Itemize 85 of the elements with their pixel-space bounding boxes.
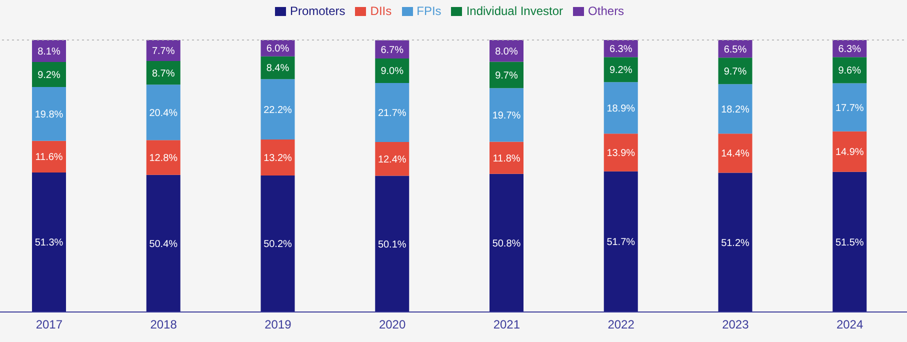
bar [32, 87, 66, 141]
x-tick-label: 2020 [378, 318, 406, 332]
data-label: 18.2% [721, 104, 750, 116]
bar [32, 172, 66, 312]
bar [832, 131, 867, 172]
bar [490, 62, 524, 88]
bar [146, 174, 180, 312]
bar [832, 172, 867, 312]
bar [490, 142, 524, 174]
data-label: 9.7% [495, 70, 518, 82]
legend-label: FPIs [416, 4, 442, 18]
data-label: 13.9% [606, 148, 636, 159]
bar [490, 88, 524, 142]
legend-label: Promoters [290, 4, 346, 18]
data-label: 19.7% [492, 110, 521, 122]
data-label: 51.5% [835, 237, 864, 248]
data-label: 9.7% [724, 66, 747, 78]
bar [718, 84, 752, 134]
bar [604, 134, 638, 172]
bar [718, 58, 752, 84]
data-label: 51.3% [34, 238, 64, 249]
data-label: 14.9% [835, 147, 864, 158]
data-label: 17.7% [835, 102, 864, 114]
bar [604, 171, 638, 312]
bar [146, 140, 180, 175]
data-label: 6.3% [838, 44, 862, 56]
bar [32, 140, 66, 172]
x-tick-label: 2023 [722, 318, 750, 332]
bar [375, 82, 410, 142]
data-label: 19.8% [34, 109, 64, 120]
data-label: 9.6% [838, 66, 862, 77]
bar [32, 62, 66, 88]
data-label: 11.8% [492, 153, 520, 164]
data-label: 6.5% [724, 44, 747, 56]
legend-label: DIIs [370, 4, 392, 18]
bar [375, 58, 410, 83]
data-label: 50.2% [264, 239, 292, 250]
data-label: 12.4% [378, 154, 406, 166]
data-label: 11.6% [35, 152, 63, 164]
x-tick-label: 2022 [608, 318, 635, 332]
data-label: 51.7% [606, 237, 636, 248]
bar [718, 172, 752, 312]
data-label: 14.4% [721, 148, 750, 160]
data-label: 6.7% [380, 44, 404, 56]
bar [260, 140, 295, 176]
bar [375, 142, 410, 176]
x-tick-label: 2024 [836, 318, 864, 332]
data-label: 6.3% [609, 44, 632, 56]
x-tick-label: 2021 [493, 318, 520, 332]
data-label: 13.2% [264, 153, 292, 164]
bar [718, 134, 752, 173]
bar [146, 60, 180, 85]
data-label: 8.4% [266, 63, 290, 74]
data-label: 9.2% [38, 70, 61, 82]
data-label: 51.2% [721, 238, 750, 249]
x-tick-label: 2017 [36, 318, 63, 332]
bar [260, 79, 295, 140]
bar [146, 84, 180, 140]
data-label: 8.0% [495, 46, 518, 58]
data-label: 6.0% [266, 44, 290, 55]
bar [146, 40, 180, 61]
data-label: 20.4% [149, 108, 178, 119]
bar [260, 175, 295, 312]
legend-label: Others [588, 4, 624, 18]
data-label: 8.1% [38, 46, 61, 58]
data-label: 50.1% [378, 239, 406, 250]
data-label: 18.9% [606, 103, 636, 114]
data-label: 9.2% [609, 65, 632, 76]
x-tick-label: 2018 [150, 318, 178, 332]
data-label: 50.4% [149, 238, 178, 250]
data-label: 22.2% [264, 104, 292, 116]
data-label: 50.8% [492, 238, 521, 250]
bar [604, 57, 638, 82]
legend-label: Individual Investor [466, 4, 564, 18]
bar [490, 174, 524, 312]
bar [375, 176, 410, 312]
data-label: 9.0% [380, 66, 404, 78]
x-tick-label: 2019 [264, 318, 292, 332]
bar [832, 83, 867, 132]
data-label: 7.7% [152, 46, 175, 57]
bar [832, 57, 867, 84]
data-label: 21.7% [378, 108, 406, 119]
data-label: 12.8% [149, 153, 178, 164]
bar [604, 82, 638, 134]
data-label: 8.7% [152, 68, 175, 80]
